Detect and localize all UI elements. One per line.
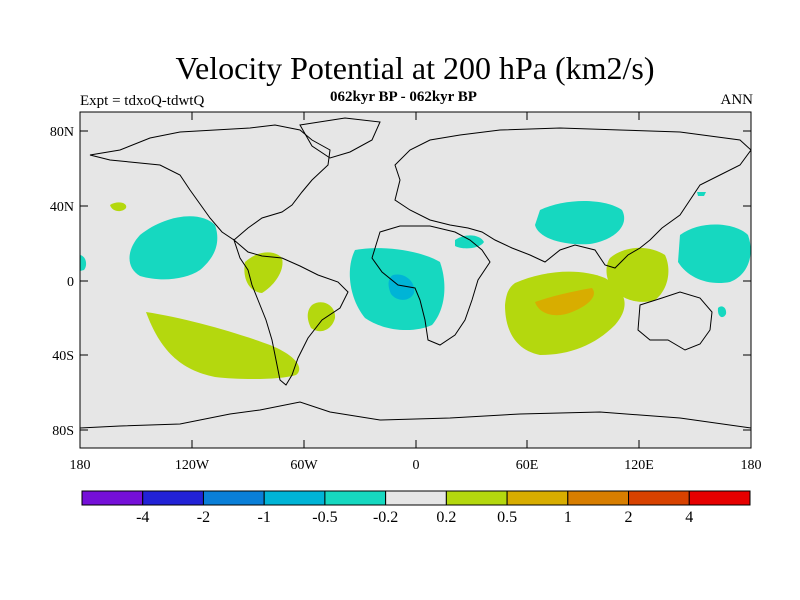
region-west-pacific-negative xyxy=(678,224,751,284)
colorbar-label: -0.5 xyxy=(312,509,337,526)
coast-africa xyxy=(371,225,491,346)
region-far-pacific-negative xyxy=(80,255,87,271)
region-gulf-guinea-negative xyxy=(388,274,415,300)
lon-label-0: 0 xyxy=(413,458,420,473)
lon-label-180w: 180 xyxy=(70,458,91,473)
lon-label-180e: 180 xyxy=(741,458,762,473)
coast-eurasia xyxy=(394,127,751,269)
region-hawaii-positive xyxy=(110,202,127,212)
region-east-pacific-negative xyxy=(129,216,218,280)
colorbar-label: 1 xyxy=(564,509,572,526)
colorbar-label: 0.5 xyxy=(497,509,517,526)
map-title: Velocity Potential at 200 hPa (km2/s) xyxy=(175,50,655,86)
region-small-negative-2 xyxy=(697,192,706,196)
colorbar-box xyxy=(385,490,447,506)
region-south-atlantic-positive xyxy=(307,302,336,332)
lat-label-0: 0 xyxy=(67,275,74,290)
lat-label-80n: 80N xyxy=(50,125,74,140)
colorbar-label: 4 xyxy=(685,509,693,526)
lon-label-120e: 120E xyxy=(624,458,654,473)
colorbar-box xyxy=(688,490,751,506)
colorbar-box xyxy=(628,490,690,506)
region-mideast-negative xyxy=(535,201,625,245)
coastlines xyxy=(80,117,751,429)
coast-australia xyxy=(637,291,713,351)
lat-label-80s: 80S xyxy=(52,424,74,439)
colorbar-label: -2 xyxy=(197,509,210,526)
region-colombia-positive xyxy=(244,252,283,293)
region-indian-ocean-moderate xyxy=(535,288,594,316)
coast-north-america xyxy=(89,124,331,241)
map-subtitle: 062kyr BP - 062kyr BP xyxy=(330,89,477,105)
lon-label-60w: 60W xyxy=(290,458,318,473)
map-ticks xyxy=(79,112,752,448)
region-small-negative-1 xyxy=(717,306,727,318)
colorbar-box xyxy=(506,490,569,506)
colorbar-label: 2 xyxy=(625,509,633,526)
lat-label-40n: 40N xyxy=(50,200,74,215)
colorbar-box xyxy=(202,490,265,506)
colorbar-label: -1 xyxy=(258,509,271,526)
coast-antarctica xyxy=(80,401,751,429)
lat-label-40s: 40S xyxy=(52,349,74,364)
colorbar-box xyxy=(324,490,387,506)
experiment-label: Expt = tdxoQ-tdwtQ xyxy=(80,93,205,109)
coast-south-america xyxy=(232,238,349,386)
colorbar-label: -0.2 xyxy=(373,509,398,526)
region-southeast-pacific-positive xyxy=(146,312,300,380)
colorbar-box xyxy=(81,490,144,506)
colorbar-label: 0.2 xyxy=(436,509,456,526)
colorbar-box xyxy=(567,490,630,506)
colorbar: -4 -2 -1 -0.5 -0.2 0.2 0.5 1 2 4 xyxy=(81,490,751,526)
colorbar-box xyxy=(263,490,326,506)
coast-greenland xyxy=(299,117,381,159)
colorbar-box xyxy=(445,490,508,506)
colorbar-box xyxy=(142,490,204,506)
season-label: ANN xyxy=(720,92,754,108)
lon-label-60e: 60E xyxy=(516,458,539,473)
colorbar-label: -4 xyxy=(136,509,149,526)
lon-label-120w: 120W xyxy=(175,458,210,473)
